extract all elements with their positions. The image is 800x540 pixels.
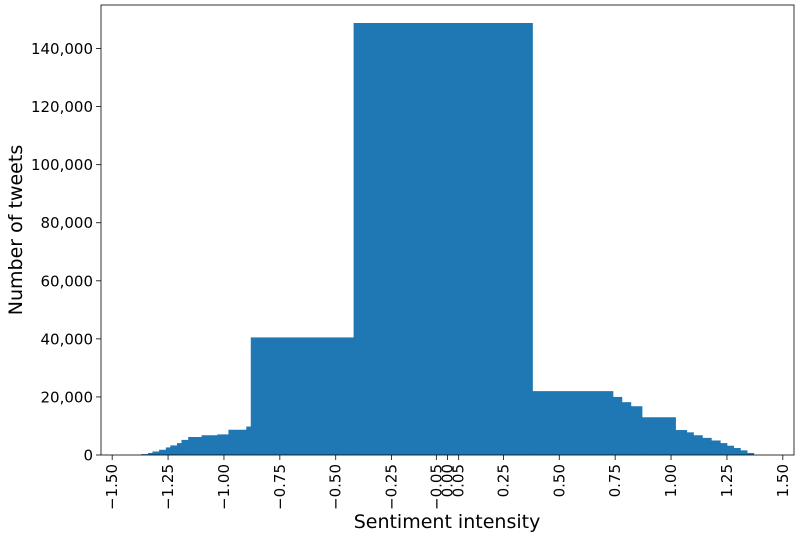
y-tick-label-1: 20,000 — [41, 388, 94, 406]
histogram-bar-12 — [246, 426, 252, 455]
histogram-bar-16 — [612, 396, 623, 455]
y-tick-label-3: 60,000 — [41, 272, 94, 290]
y-tick-label-5: 100,000 — [31, 156, 93, 174]
x-tick-label-0: −1.50 — [103, 464, 121, 510]
x-tick-label-9: 0.25 — [494, 464, 512, 497]
histogram-bar-24 — [711, 440, 721, 455]
x-tick-label-7: 0.00 — [439, 464, 457, 497]
histogram-bar-15 — [532, 391, 614, 455]
x-tick-label-4: −0.50 — [327, 464, 345, 510]
histogram-bar-3 — [159, 449, 167, 455]
y-tick-label-2: 40,000 — [41, 330, 94, 348]
y-axis: 0 20,000 40,000 60,000 80,000 100,000 120,000 1… — [31, 40, 101, 465]
histogram-bar-10 — [217, 434, 229, 455]
x-axis: −1.50 −1.25 −1.00 −0.75 −0.50 −0.25 −0.050.000… — [103, 455, 792, 510]
histogram-bar-20 — [675, 430, 688, 455]
histogram-bar-14 — [353, 23, 533, 455]
histogram-bar-28 — [740, 450, 748, 455]
histogram-bar-8 — [188, 437, 202, 455]
histogram-bar-23 — [702, 437, 712, 455]
histogram-bar-17 — [621, 402, 632, 455]
histogram-bar-29 — [747, 452, 755, 455]
x-tick-label-8: 0.05 — [450, 464, 468, 497]
y-tick-label-6: 120,000 — [31, 98, 93, 116]
histogram-bar-21 — [686, 432, 694, 455]
histogram-bar-27 — [733, 448, 741, 455]
x-tick-label-13: 1.25 — [718, 464, 736, 497]
histogram-bar-2 — [152, 451, 160, 455]
bars-group — [141, 23, 755, 455]
histogram-bar-1 — [147, 452, 153, 455]
x-tick-label-1: −1.25 — [159, 464, 177, 510]
x-tick-label-11: 0.75 — [606, 464, 624, 497]
histogram-bar-19 — [641, 417, 676, 455]
y-tick-label-7: 140,000 — [31, 40, 93, 58]
histogram-bar-4 — [165, 447, 171, 455]
histogram-bar-25 — [720, 443, 728, 455]
histogram-bar-11 — [228, 429, 247, 455]
x-tick-label-14: 1.50 — [774, 464, 792, 497]
y-tick-label-0: 0 — [83, 447, 93, 465]
histogram-bar-26 — [726, 445, 735, 455]
y-axis-title: Number of tweets — [5, 145, 27, 315]
histogram-bar-5 — [170, 445, 178, 455]
x-tick-label-3: −0.75 — [271, 464, 289, 510]
histogram-bar-0 — [141, 454, 149, 455]
histogram-bar-13 — [250, 337, 355, 455]
histogram-bar-22 — [693, 435, 703, 455]
x-tick-label-6: −0.05 — [427, 464, 445, 510]
histogram-bar-18 — [630, 406, 643, 455]
x-tick-label-5: −0.25 — [383, 464, 401, 510]
x-tick-label-12: 1.00 — [662, 464, 680, 497]
histogram-bar-9 — [201, 435, 218, 455]
histogram-bar-7 — [181, 439, 189, 455]
x-tick-label-10: 0.50 — [550, 464, 568, 497]
histogram-bar-6 — [177, 443, 182, 455]
x-tick-label-2: −1.00 — [215, 464, 233, 510]
y-tick-label-4: 80,000 — [41, 214, 94, 232]
x-axis-title: Sentiment intensity — [354, 511, 541, 533]
